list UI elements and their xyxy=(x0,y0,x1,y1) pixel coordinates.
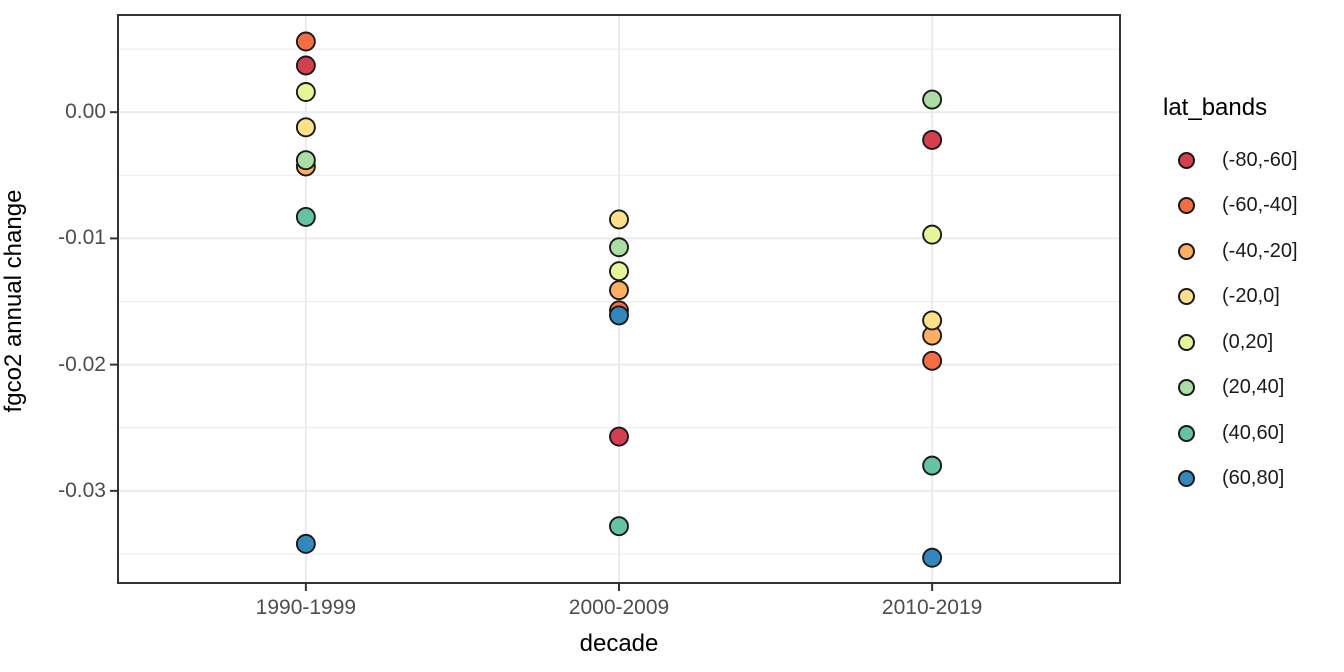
x-tick-label: 1990-1999 xyxy=(255,596,357,619)
y-tick-label: 0.00 xyxy=(65,100,106,124)
data-point xyxy=(922,350,943,371)
data-point xyxy=(609,237,629,258)
data-point xyxy=(295,533,316,554)
data-point xyxy=(609,516,629,537)
data-point xyxy=(922,455,943,476)
data-point xyxy=(922,130,943,150)
data-point xyxy=(922,310,943,331)
y-tick-label: -0.03 xyxy=(58,478,106,502)
data-point xyxy=(295,82,316,102)
data-point xyxy=(609,280,629,301)
data-point xyxy=(609,261,629,282)
y-axis-title: fgco2 annual change xyxy=(0,189,27,413)
panel-border xyxy=(117,14,1121,584)
data-point xyxy=(922,89,943,110)
data-point xyxy=(922,547,943,568)
x-tick-label: 2000-2009 xyxy=(568,596,670,619)
data-point xyxy=(295,117,316,138)
data-point xyxy=(295,150,316,171)
data-point xyxy=(922,224,943,245)
y-tick-label: -0.02 xyxy=(58,352,106,376)
x-axis-title: decade xyxy=(579,630,659,657)
x-tick-label: 2010-2019 xyxy=(881,596,983,619)
data-point xyxy=(295,55,316,76)
data-point xyxy=(295,31,316,52)
data-point xyxy=(609,305,629,326)
data-point xyxy=(295,207,316,227)
data-point xyxy=(609,209,629,230)
y-tick-label: -0.01 xyxy=(58,226,106,250)
data-point xyxy=(609,426,629,447)
